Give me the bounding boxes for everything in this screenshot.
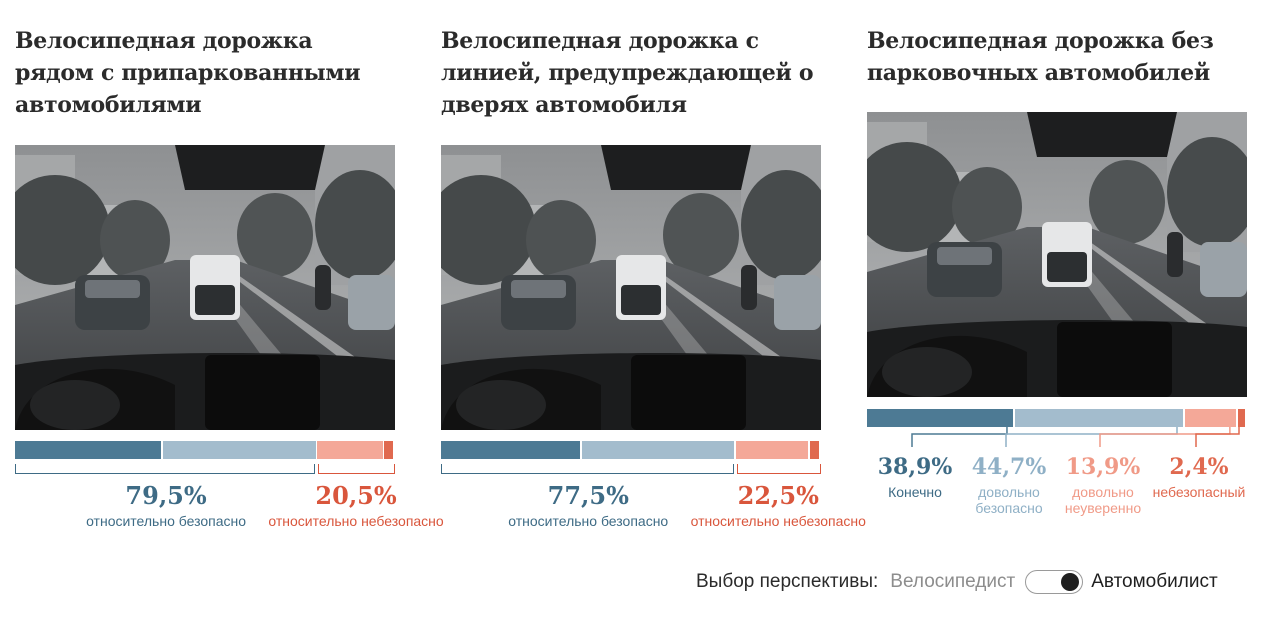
safe-label: относительно безопасно	[86, 513, 247, 529]
bracket-safe	[15, 464, 316, 474]
bar-segment-very-safe	[15, 441, 162, 459]
bar-segment-unsafe	[384, 441, 394, 459]
toggle-knob[interactable]	[1061, 573, 1080, 591]
safe-percent: 79,5%	[125, 481, 207, 510]
leader-line	[1195, 427, 1240, 447]
scene-image	[867, 112, 1247, 397]
bracket-safe	[441, 464, 734, 474]
stacked-bar	[441, 441, 821, 459]
series-label-unsafe: небезопасный	[1153, 484, 1246, 500]
label-line: безопасно	[975, 500, 1043, 516]
series-label-fairly-unsure: довольно неуверенно	[1065, 484, 1141, 516]
leader-line	[1005, 427, 1178, 447]
label-line: неуверенно	[1064, 500, 1142, 516]
bar-segment-fairly-safe	[162, 441, 316, 459]
bar-segment-unsafe	[809, 441, 820, 459]
label-line: довольно	[978, 484, 1040, 500]
series-percent-very-safe: 38,9%	[877, 454, 953, 480]
bar-segment-fairly-unsure	[1184, 409, 1237, 427]
unsafe-label: относительно небезопасно	[690, 513, 866, 529]
option-driver[interactable]: Автомобилист	[1091, 571, 1218, 592]
perspective-switcher: Выбор перспективы: Велосипедист Автомоби…	[696, 567, 1218, 597]
bar-segment-unsafe	[1237, 409, 1246, 427]
label-line: довольно	[1072, 484, 1134, 500]
option-cyclist[interactable]: Велосипедист	[890, 571, 1016, 592]
series-percent-fairly-unsure: 13,9%	[1065, 454, 1141, 480]
label-line: Конечно	[888, 484, 942, 500]
series-label-very-safe: Конечно	[888, 484, 942, 500]
bracket-unsafe	[318, 464, 395, 474]
bar-segment-fairly-safe	[1014, 409, 1184, 427]
bracket-unsafe	[736, 464, 821, 474]
bar-segment-very-safe	[867, 409, 1014, 427]
stacked-bar	[867, 409, 1247, 427]
panel-title: Велосипедная дорожка рядом с припаркован…	[15, 28, 361, 118]
safe-percent: 77,5%	[547, 481, 629, 510]
leader-line	[911, 427, 1008, 447]
unsafe-percent: 22,5%	[737, 481, 819, 510]
series-percent-unsafe: 2,4%	[1169, 454, 1229, 480]
label-line: небезопасный	[1152, 484, 1246, 500]
scene-image	[441, 145, 821, 430]
stacked-bar	[15, 441, 395, 459]
bar-segment-very-safe	[441, 441, 581, 459]
bar-segment-fairly-unsure	[317, 441, 383, 459]
safe-label: относительно безопасно	[508, 513, 669, 529]
bar-segment-fairly-safe	[581, 441, 734, 459]
unsafe-percent: 20,5%	[315, 481, 397, 510]
unsafe-label: относительно небезопасно	[268, 513, 444, 529]
scene-image	[15, 145, 395, 430]
perspective-label: Выбор перспективы:	[696, 571, 879, 592]
panel-title: Велосипедная дорожка с линией, предупреж…	[441, 28, 814, 118]
bar-segment-fairly-unsure	[735, 441, 809, 459]
leader-line	[1099, 427, 1231, 447]
panel-title: Велосипедная дорожка без парковочных авт…	[867, 28, 1214, 86]
series-percent-fairly-safe: 44,7%	[971, 454, 1047, 480]
perspective-toggle[interactable]	[1025, 570, 1084, 594]
leader-lines	[911, 427, 1240, 447]
series-label-fairly-safe: довольно безопасно	[975, 484, 1042, 516]
